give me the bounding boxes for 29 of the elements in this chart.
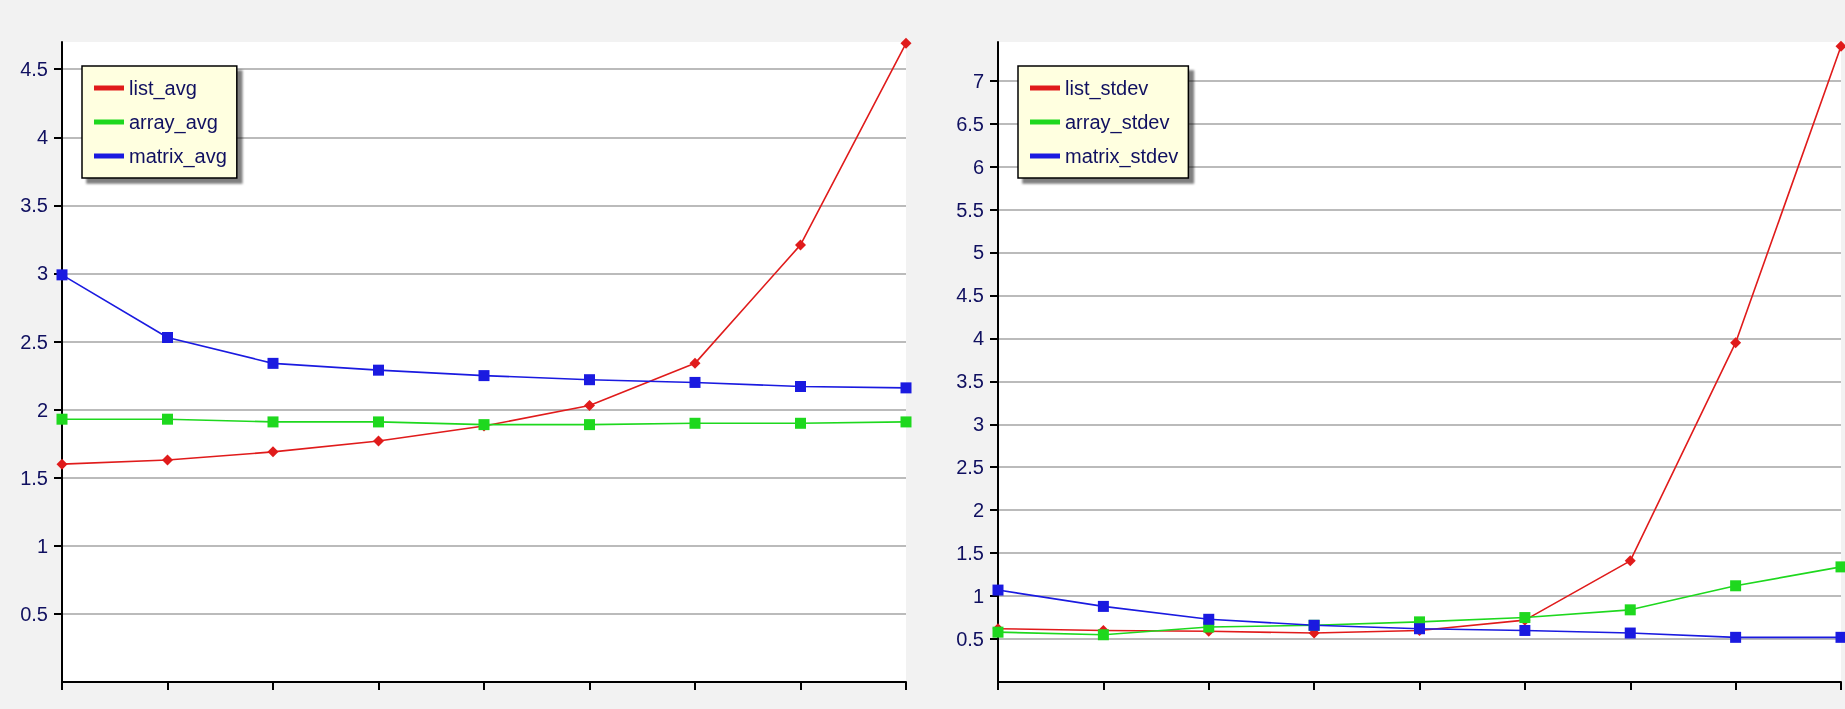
y-tick-label: 3 <box>36 262 48 285</box>
y-tick-label: 1.5 <box>20 466 48 489</box>
legend-label: list_avg <box>129 77 197 100</box>
y-tick-label: 0.5 <box>20 602 48 625</box>
legend-label: array_avg <box>129 111 218 134</box>
y-tick-label: 5.5 <box>956 198 984 221</box>
y-tick-label: 4 <box>972 327 984 350</box>
y-tick-label: 4.5 <box>20 58 48 81</box>
y-tick-label: 2.5 <box>20 330 48 353</box>
y-tick-label: 1.5 <box>956 542 984 565</box>
legend-label: matrix_avg <box>129 145 227 168</box>
y-tick-label: 7 <box>972 69 984 92</box>
y-tick-label: 6 <box>972 155 984 178</box>
y-tick-label: 2 <box>36 398 48 421</box>
y-tick-label: 3.5 <box>20 194 48 217</box>
legend-label: list_stdev <box>1065 77 1149 100</box>
y-tick-label: 1 <box>972 585 984 608</box>
y-tick-label: 2.5 <box>956 456 984 479</box>
legend-label: array_stdev <box>1065 111 1170 134</box>
y-tick-label: 5 <box>972 241 984 264</box>
legend-label: matrix_stdev <box>1065 145 1179 168</box>
y-tick-label: 4.5 <box>956 284 984 307</box>
y-tick-label: 4 <box>36 126 48 149</box>
y-tick-label: 2 <box>972 499 984 522</box>
y-tick-label: 3.5 <box>956 370 984 393</box>
y-tick-label: 6.5 <box>956 112 984 135</box>
y-tick-label: 1 <box>36 534 48 557</box>
y-tick-label: 3 <box>972 413 984 436</box>
y-tick-label: 0.5 <box>956 628 984 651</box>
